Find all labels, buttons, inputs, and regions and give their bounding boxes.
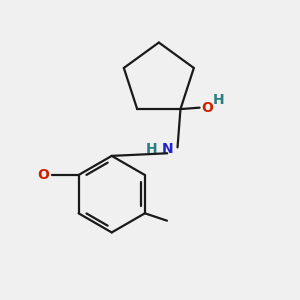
Text: H: H	[213, 93, 224, 107]
Text: H: H	[145, 142, 157, 156]
Text: N: N	[161, 142, 173, 156]
Text: O: O	[201, 100, 213, 115]
Text: O: O	[37, 168, 49, 182]
